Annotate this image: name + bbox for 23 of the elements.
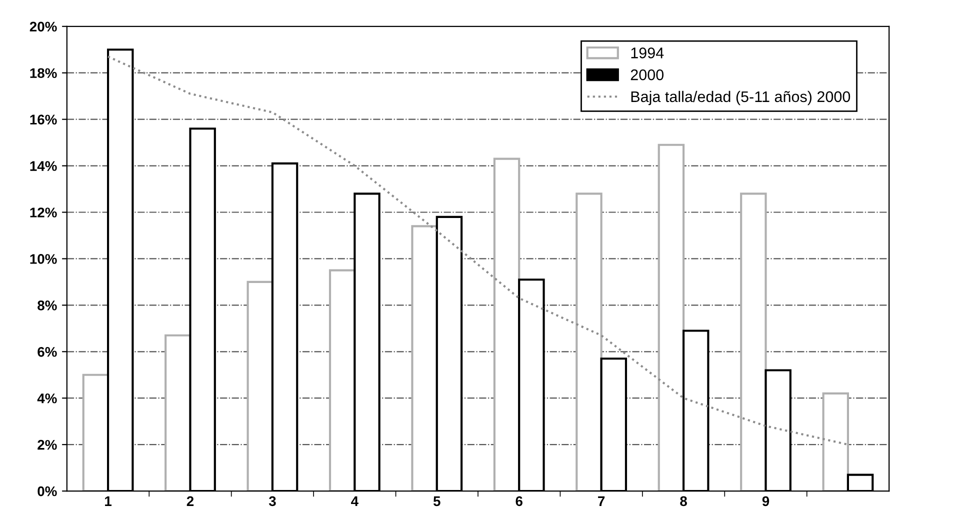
x-tick-label: 6 bbox=[516, 496, 522, 506]
y-tick-label: 6% bbox=[38, 346, 57, 357]
x-tick-label: 7 bbox=[598, 496, 605, 506]
x-tick-label: 3 bbox=[268, 496, 276, 506]
legend-label: 2000 bbox=[630, 69, 664, 80]
y-tick-label: 20% bbox=[30, 22, 57, 32]
legend-label: 1994 bbox=[631, 48, 664, 58]
x-tick-label: 2 bbox=[186, 496, 194, 506]
y-tick-label: 4% bbox=[37, 393, 57, 404]
legend-label: Baja talla/edad (5-11 años) 2000 bbox=[631, 90, 850, 106]
x-tick-label: 4 bbox=[351, 496, 358, 506]
y-tick-label: 18% bbox=[30, 68, 57, 78]
y-tick-label: 8% bbox=[38, 300, 57, 310]
y-tick-label: 0% bbox=[38, 486, 57, 496]
x-tick-label: 1 bbox=[105, 496, 112, 506]
x-tick-label: 9 bbox=[762, 496, 770, 506]
y-tick-label: 16% bbox=[30, 114, 57, 124]
x-tick-label: 5 bbox=[433, 496, 440, 506]
x-tick-label: 8 bbox=[680, 496, 687, 506]
y-tick-label: 2% bbox=[38, 440, 57, 450]
y-tick-label: 10% bbox=[30, 254, 57, 264]
y-tick-label: 12% bbox=[30, 208, 57, 218]
y-tick-label: 14% bbox=[30, 161, 57, 171]
